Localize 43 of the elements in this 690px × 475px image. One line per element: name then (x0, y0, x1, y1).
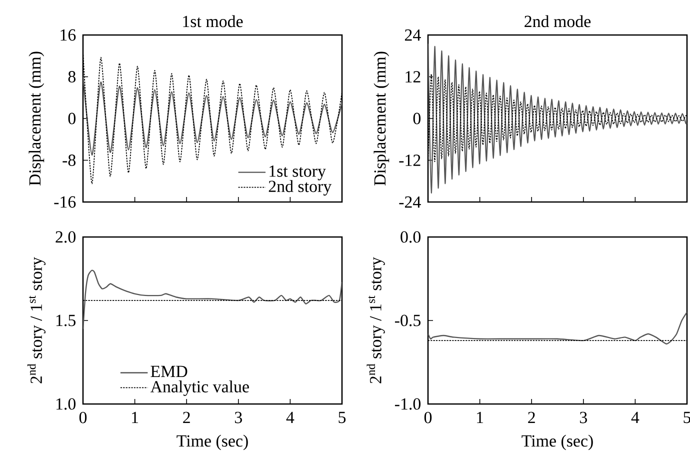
legend-label: 2nd story (268, 180, 332, 196)
y-tick-label: 0 (413, 112, 421, 124)
legend-label: Analytic value (150, 380, 249, 396)
y-axis-title: Displacement (mm) (28, 52, 44, 186)
y-tick-label: 16 (60, 29, 76, 41)
y-tick-label: -1.0 (394, 398, 421, 410)
y-tick-label: -8 (62, 154, 76, 166)
y-tick-label: 1.0 (56, 398, 76, 410)
y-tick-label: 12 (406, 71, 420, 82)
y-tick-label: -16 (54, 196, 76, 208)
x-tick-label: 5 (338, 412, 346, 424)
y-axis-title: 2$^{nd}$ story / 1$^{st}$ story (27, 257, 46, 384)
chart-title: 1st mode (183, 15, 243, 28)
x-axis-title: Time (sec) (176, 434, 248, 450)
x-axis-title: Time (sec) (522, 434, 593, 450)
x-tick-label: 2 (528, 412, 535, 424)
x-tick-label: 3 (580, 412, 587, 424)
y-tick-label: -0.5 (394, 314, 421, 326)
x-tick-label: 1 (132, 412, 138, 424)
x-tick-label: 4 (286, 412, 294, 423)
legend-label: 1st story (270, 165, 326, 180)
line-series (428, 43, 687, 194)
x-tick-label: 1 (477, 412, 484, 424)
line-series (428, 312, 687, 344)
line-series (83, 270, 342, 330)
y-tick-label: -24 (399, 196, 421, 208)
y-tick-label: 8 (68, 71, 76, 82)
y-tick-label: 1.5 (56, 314, 76, 326)
line-series (83, 76, 342, 156)
y-tick-label: 2.0 (56, 231, 76, 243)
y-axis-title: 2$^{nd}$ story / 1$^{st}$ story (366, 257, 385, 384)
y-tick-label: 0 (68, 112, 76, 124)
y-tick-label: 0.0 (400, 231, 421, 243)
legend-label: EMD (150, 366, 188, 378)
y-tick-label: 24 (404, 29, 421, 41)
x-tick-label: 3 (234, 412, 242, 424)
x-tick-label: 0 (424, 412, 432, 424)
y-axis-title: Displacement (mm) (374, 52, 390, 186)
x-tick-label: 4 (631, 412, 640, 423)
chart-title: 2nd mode (524, 15, 591, 28)
y-tick-label: -12 (399, 154, 420, 166)
x-tick-label: 2 (183, 412, 190, 424)
x-tick-label: 0 (79, 412, 87, 424)
